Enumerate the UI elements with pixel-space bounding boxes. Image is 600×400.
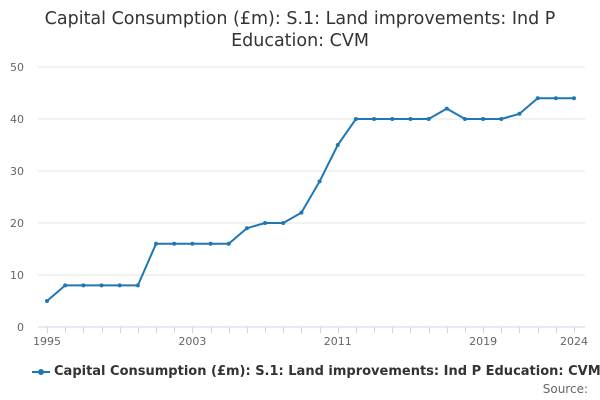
data-point-1996 [63, 283, 68, 288]
data-point-2002 [172, 241, 177, 246]
chart-title-line-1: Capital Consumption (£m): S.1: Land impr… [44, 9, 556, 29]
data-point-1998 [99, 283, 104, 288]
data-point-2005 [226, 241, 231, 246]
data-point-2012 [353, 117, 358, 121]
y-tick-label-30: 30 [10, 165, 24, 178]
data-point-2024 [572, 96, 576, 101]
x-tick-label-2003: 2003 [178, 335, 206, 348]
legend-swatch-icon [32, 367, 50, 377]
x-axis: 1995 2003 2011 2019 2024 [33, 326, 588, 348]
data-point-2011 [335, 143, 340, 147]
data-point-2016 [426, 117, 431, 121]
data-point-2023 [553, 96, 558, 101]
data-point-2014 [390, 117, 395, 121]
data-point-2007 [263, 221, 268, 225]
y-tick-label-50: 50 [10, 61, 24, 74]
legend-label: Capital Consumption (£m): S.1: Land impr… [54, 364, 600, 379]
x-tick-label-2019: 2019 [469, 335, 497, 348]
series-group [45, 96, 576, 303]
x-tick-label-2024: 2024 [560, 335, 588, 348]
series-line-0 [46, 97, 575, 302]
data-point-2017 [444, 106, 449, 111]
data-point-2015 [408, 117, 413, 121]
data-point-2004 [208, 241, 213, 246]
y-tick-label-0: 0 [17, 321, 24, 334]
data-point-2020 [499, 117, 504, 121]
source-label: Source: [542, 382, 588, 396]
data-point-2003 [190, 241, 195, 246]
data-point-2010 [317, 179, 322, 184]
data-point-2001 [154, 241, 159, 246]
chart-title: Capital Consumption (£m): S.1: Land impr… [0, 8, 600, 52]
y-tick-label-40: 40 [10, 113, 24, 126]
legend[interactable]: Capital Consumption (£m): S.1: Land impr… [32, 364, 600, 379]
y-axis-tick-labels: 0 10 20 30 40 50 [10, 61, 24, 334]
data-point-2008 [281, 221, 286, 225]
y-tick-label-10: 10 [10, 269, 24, 282]
data-point-2006 [244, 226, 249, 231]
data-point-2009 [299, 210, 304, 215]
data-point-2000 [135, 283, 140, 288]
data-point-2021 [517, 111, 522, 116]
x-tick-label-2011: 2011 [324, 335, 352, 348]
x-tick-label-1995: 1995 [33, 335, 61, 348]
grid-lines [38, 66, 585, 276]
data-point-1997 [81, 283, 86, 288]
y-tick-label-20: 20 [10, 217, 24, 230]
data-point-1999 [117, 283, 122, 288]
chart-title-line-2: Education: CVM [231, 31, 369, 51]
data-point-2019 [481, 117, 486, 121]
data-point-1995 [45, 299, 49, 303]
data-point-2018 [462, 117, 467, 121]
data-point-2022 [535, 96, 540, 101]
data-point-2013 [372, 117, 377, 121]
